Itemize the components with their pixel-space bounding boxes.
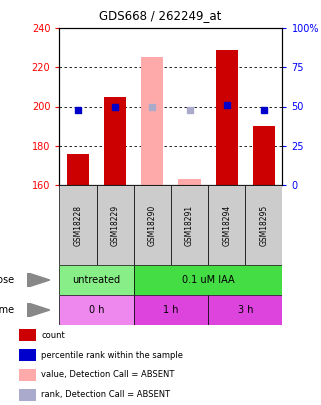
- Bar: [253, 126, 275, 185]
- Text: count: count: [41, 330, 65, 339]
- Text: 1 h: 1 h: [163, 305, 179, 315]
- Bar: [171, 185, 208, 265]
- Bar: [19, 369, 36, 381]
- Text: 0 h: 0 h: [89, 305, 104, 315]
- Bar: [134, 295, 208, 325]
- Bar: [141, 58, 163, 185]
- Bar: [19, 329, 36, 341]
- Bar: [59, 295, 134, 325]
- Bar: [104, 97, 126, 185]
- Text: untreated: untreated: [73, 275, 121, 285]
- Bar: [19, 350, 36, 360]
- Text: GDS668 / 262249_at: GDS668 / 262249_at: [99, 9, 222, 22]
- Bar: [134, 265, 282, 295]
- Text: percentile rank within the sample: percentile rank within the sample: [41, 350, 183, 360]
- Bar: [208, 295, 282, 325]
- Polygon shape: [27, 303, 50, 317]
- Text: time: time: [0, 305, 14, 315]
- Text: GSM18290: GSM18290: [148, 205, 157, 245]
- Bar: [178, 179, 201, 185]
- Bar: [59, 265, 134, 295]
- Text: GSM18229: GSM18229: [111, 205, 120, 245]
- Text: GSM18228: GSM18228: [74, 205, 82, 245]
- Text: value, Detection Call = ABSENT: value, Detection Call = ABSENT: [41, 371, 174, 379]
- Text: GSM18294: GSM18294: [222, 205, 231, 245]
- Text: dose: dose: [0, 275, 14, 285]
- Bar: [67, 153, 89, 185]
- Bar: [208, 185, 245, 265]
- Bar: [59, 185, 97, 265]
- Text: GSM18295: GSM18295: [259, 205, 268, 245]
- Text: GSM18291: GSM18291: [185, 205, 194, 245]
- Bar: [19, 389, 36, 401]
- Bar: [245, 185, 282, 265]
- Text: 0.1 uM IAA: 0.1 uM IAA: [182, 275, 234, 285]
- Text: rank, Detection Call = ABSENT: rank, Detection Call = ABSENT: [41, 390, 170, 399]
- Bar: [216, 49, 238, 185]
- Bar: [97, 185, 134, 265]
- Text: 3 h: 3 h: [238, 305, 253, 315]
- Polygon shape: [27, 273, 50, 287]
- Bar: [134, 185, 171, 265]
